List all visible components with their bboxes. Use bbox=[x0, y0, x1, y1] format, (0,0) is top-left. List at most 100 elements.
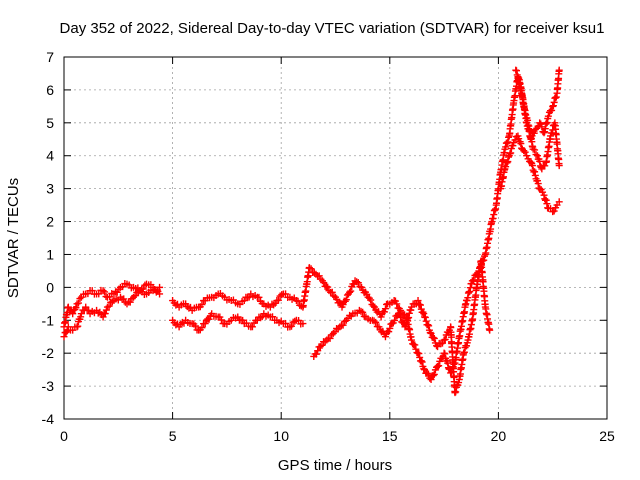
data-point bbox=[120, 295, 128, 303]
x-tick-label: 20 bbox=[491, 428, 507, 444]
data-point bbox=[536, 157, 544, 165]
data-point bbox=[515, 76, 523, 84]
data-point bbox=[529, 145, 537, 153]
data-point bbox=[76, 295, 84, 303]
data-point bbox=[423, 369, 431, 377]
data-point bbox=[455, 379, 463, 387]
data-point bbox=[269, 313, 277, 321]
data-point bbox=[451, 389, 459, 397]
data-point bbox=[312, 350, 320, 358]
data-point bbox=[282, 290, 290, 298]
data-point bbox=[502, 143, 510, 151]
data-point bbox=[530, 129, 538, 137]
y-tick-label: 1 bbox=[46, 246, 54, 262]
data-points bbox=[60, 66, 563, 397]
data-point bbox=[393, 300, 401, 308]
data-point bbox=[385, 328, 393, 336]
data-point bbox=[421, 313, 429, 321]
data-point bbox=[416, 353, 424, 361]
data-point bbox=[201, 320, 209, 328]
data-point bbox=[64, 303, 72, 311]
y-tick-label: 6 bbox=[46, 82, 54, 98]
data-point bbox=[441, 350, 449, 358]
data-point bbox=[541, 162, 549, 170]
data-point bbox=[513, 71, 521, 79]
data-point bbox=[369, 302, 377, 310]
x-axis-label: GPS time / hours bbox=[278, 457, 392, 474]
data-point bbox=[513, 67, 520, 75]
data-point bbox=[274, 296, 282, 304]
data-point bbox=[550, 98, 558, 106]
data-point bbox=[416, 301, 424, 309]
data-point bbox=[424, 370, 432, 378]
y-tick-label: -4 bbox=[42, 411, 55, 427]
data-point bbox=[310, 269, 318, 277]
data-point bbox=[422, 317, 430, 325]
y-tick-label: 5 bbox=[46, 115, 54, 131]
data-point bbox=[372, 318, 380, 326]
data-series bbox=[512, 66, 563, 173]
data-point bbox=[156, 290, 164, 298]
data-point bbox=[316, 343, 324, 351]
data-point bbox=[533, 152, 541, 160]
data-point bbox=[543, 200, 551, 208]
data-point bbox=[73, 300, 81, 308]
data-point bbox=[411, 341, 419, 349]
data-point bbox=[205, 315, 213, 323]
data-point bbox=[320, 279, 328, 287]
data-point bbox=[130, 293, 138, 301]
data-point bbox=[444, 359, 452, 367]
data-point bbox=[417, 357, 425, 365]
data-point bbox=[424, 321, 432, 329]
x-tick-label: 25 bbox=[599, 428, 615, 444]
data-point bbox=[335, 299, 343, 307]
data-point bbox=[412, 345, 420, 353]
data-point bbox=[430, 334, 438, 342]
data-point bbox=[353, 278, 361, 286]
data-point bbox=[550, 207, 558, 215]
data-point bbox=[315, 272, 323, 280]
data-point bbox=[60, 333, 68, 341]
data-point bbox=[95, 290, 103, 298]
data-point bbox=[318, 341, 326, 349]
data-point bbox=[198, 301, 206, 309]
y-tick-label: 0 bbox=[46, 279, 54, 295]
data-point bbox=[105, 302, 113, 310]
data-point bbox=[396, 310, 404, 318]
data-point bbox=[328, 288, 336, 296]
data-point bbox=[544, 112, 552, 120]
data-point bbox=[470, 276, 478, 284]
data-point bbox=[427, 376, 435, 384]
data-point bbox=[444, 364, 452, 372]
data-point bbox=[299, 320, 307, 328]
data-point bbox=[504, 158, 512, 166]
data-point bbox=[85, 306, 93, 314]
data-point bbox=[255, 293, 263, 301]
data-point bbox=[342, 296, 350, 304]
data-point bbox=[509, 142, 517, 150]
data-point bbox=[426, 329, 434, 337]
data-point bbox=[419, 308, 427, 316]
data-point bbox=[505, 153, 513, 161]
data-point bbox=[126, 298, 134, 306]
data-point bbox=[486, 326, 494, 334]
data-point bbox=[268, 300, 276, 308]
data-point bbox=[191, 322, 199, 330]
data-point bbox=[339, 321, 347, 329]
y-tick-label: -2 bbox=[42, 345, 55, 361]
data-point bbox=[536, 185, 544, 193]
data-point bbox=[74, 299, 82, 307]
data-point bbox=[326, 334, 334, 342]
data-point bbox=[397, 313, 405, 321]
data-point bbox=[346, 288, 354, 296]
data-point bbox=[386, 324, 394, 332]
data-point bbox=[73, 323, 81, 331]
data-point bbox=[291, 317, 299, 325]
data-point bbox=[108, 298, 116, 306]
data-point bbox=[282, 320, 290, 328]
data-point bbox=[536, 119, 544, 127]
data-series bbox=[60, 132, 563, 397]
data-point bbox=[420, 365, 428, 373]
data-point bbox=[94, 309, 102, 317]
data-point bbox=[405, 309, 413, 317]
